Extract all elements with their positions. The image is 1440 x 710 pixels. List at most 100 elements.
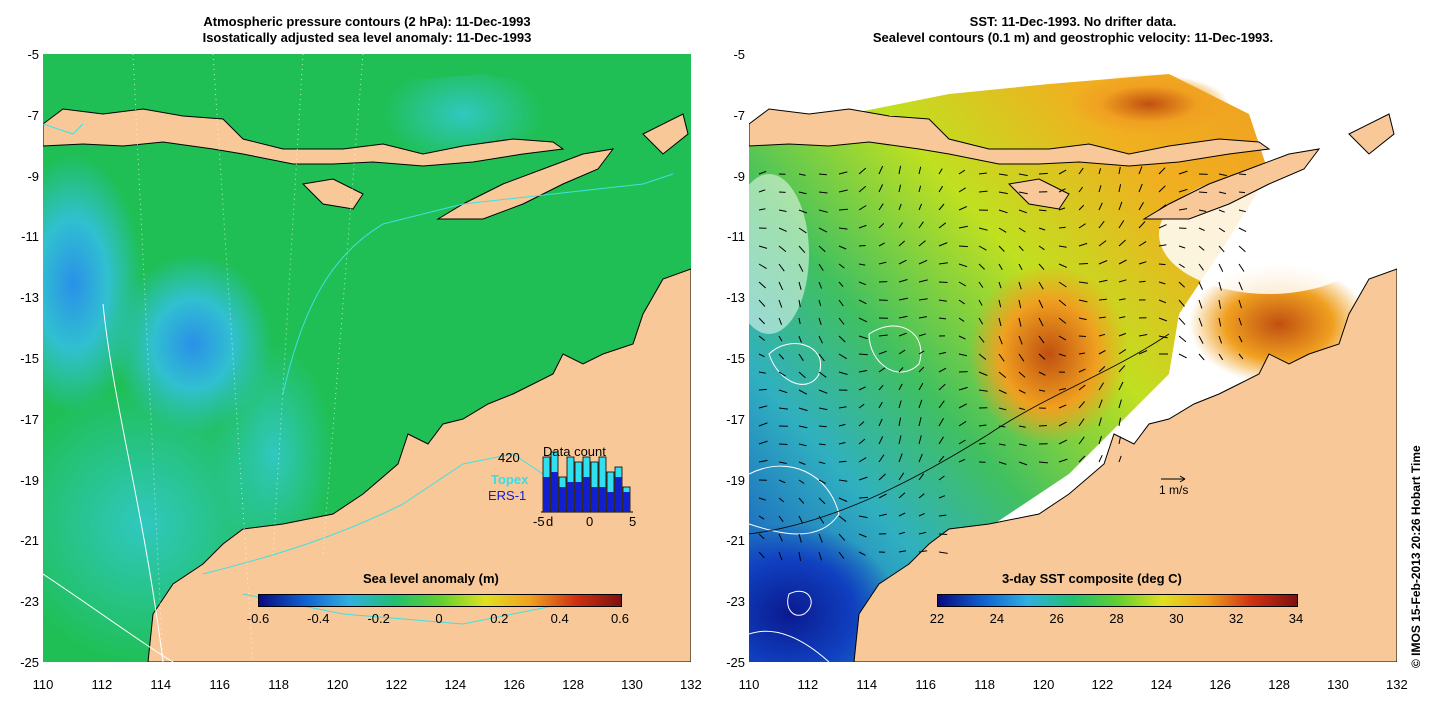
velocity-arrow xyxy=(798,533,802,543)
velocity-arrow xyxy=(1178,245,1186,249)
velocity-arrow xyxy=(758,208,766,211)
velocity-arrow xyxy=(1078,368,1086,373)
velocity-arrow xyxy=(758,189,766,193)
velocity-arrow xyxy=(918,493,925,499)
inset-label-ers: ERS-1 xyxy=(488,488,527,503)
velocity-arrow xyxy=(898,240,906,247)
velocity-arrow xyxy=(1018,263,1023,271)
velocity-arrow xyxy=(918,453,923,463)
velocity-arrow xyxy=(878,261,887,265)
right-xtick-label: 132 xyxy=(1386,677,1408,692)
velocity-arrow xyxy=(998,263,1003,271)
left-ytick-label: -5 xyxy=(27,47,39,62)
right-colorbar-tick: 24 xyxy=(989,611,1005,626)
velocity-arrow xyxy=(1038,245,1045,251)
right-colorbar-tick: 28 xyxy=(1109,611,1124,626)
velocity-arrow xyxy=(1038,227,1046,231)
velocity-arrow xyxy=(918,550,928,553)
ers-bar xyxy=(543,477,550,512)
right-ytick-label: -15 xyxy=(726,351,745,366)
velocity-arrow xyxy=(798,191,807,195)
velocity-arrow xyxy=(758,440,768,445)
velocity-arrow xyxy=(1118,239,1126,247)
velocity-arrow xyxy=(938,383,946,391)
velocity-arrow xyxy=(878,384,884,391)
velocity-arrow xyxy=(878,436,884,445)
velocity-arrow xyxy=(898,259,907,265)
velocity-arrow xyxy=(858,335,868,340)
velocity-arrow xyxy=(918,259,928,265)
left-colorbar-tick: 0 xyxy=(435,611,443,626)
velocity-arrow xyxy=(1098,240,1107,247)
velocity-arrow xyxy=(798,425,808,429)
velocity-arrow xyxy=(998,227,1007,233)
velocity-arrow xyxy=(1178,281,1185,288)
right-colorbar-title: 3-day SST composite (deg C) xyxy=(1002,571,1182,586)
velocity-arrow xyxy=(1218,245,1225,253)
velocity-arrow xyxy=(858,496,869,499)
velocity-arrow xyxy=(938,455,945,463)
right-colorbar-tick: 22 xyxy=(929,611,945,626)
left-xtick-label: 128 xyxy=(562,677,584,692)
left-xtick-label: 122 xyxy=(385,677,408,692)
velocity-arrow xyxy=(1138,280,1146,283)
velocity-arrow xyxy=(978,172,987,175)
velocity-arrow xyxy=(758,551,765,559)
velocity-arrow xyxy=(818,209,828,213)
velocity-arrow xyxy=(838,423,846,427)
velocity-arrow xyxy=(818,263,824,271)
velocity-arrow xyxy=(1078,204,1085,211)
velocity-arrow xyxy=(998,191,1008,195)
velocity-arrow xyxy=(878,223,885,229)
right-xtick-label: 126 xyxy=(1209,677,1232,692)
velocity-arrow xyxy=(1238,317,1242,326)
velocity-arrow xyxy=(858,533,867,538)
velocity-arrow xyxy=(918,279,928,283)
velocity-arrow xyxy=(818,353,825,362)
velocity-arrow xyxy=(998,335,1003,345)
velocity-arrow xyxy=(878,401,883,409)
velocity-arrow xyxy=(1118,184,1122,193)
velocity-arrow xyxy=(998,299,1002,308)
velocity-arrow xyxy=(818,461,826,465)
velocity-arrow xyxy=(1058,281,1067,288)
velocity-arrow xyxy=(818,173,827,176)
velocity-arrow xyxy=(918,473,925,481)
inset-xtick-2: 0 xyxy=(586,514,594,529)
velocity-arrow xyxy=(918,298,928,301)
velocity-arrow xyxy=(898,332,907,337)
velocity-arrow xyxy=(1238,263,1245,272)
velocity-arrow xyxy=(1058,458,1068,463)
velocity-arrow xyxy=(1058,169,1067,175)
velocity-arrow xyxy=(938,299,947,302)
ers-bar xyxy=(583,477,590,512)
velocity-arrow xyxy=(1218,191,1227,195)
velocity-arrow xyxy=(878,367,886,373)
left-xtick-label: 120 xyxy=(326,677,349,692)
velocity-arrow xyxy=(978,281,984,288)
sealevel-contour-4 xyxy=(787,591,812,616)
velocity-arrow xyxy=(778,281,784,291)
velocity-arrow xyxy=(1058,353,1066,357)
velocity-arrow xyxy=(878,493,887,499)
pressure-contour-1 xyxy=(102,303,164,662)
velocity-arrow xyxy=(1158,317,1167,322)
velocity-arrow xyxy=(1098,366,1106,373)
velocity-arrow xyxy=(918,185,922,193)
velocity-arrow xyxy=(918,366,925,373)
velocity-arrow xyxy=(938,475,945,481)
velocity-arrow xyxy=(938,533,948,535)
velocity-arrow xyxy=(1018,299,1022,309)
left-colorbar xyxy=(258,594,622,607)
velocity-arrow xyxy=(998,209,1008,214)
velocity-arrow xyxy=(758,497,766,501)
velocity-arrow xyxy=(758,459,768,463)
velocity-arrow xyxy=(878,513,887,517)
velocity-arrow xyxy=(1098,417,1102,427)
velocity-arrow xyxy=(958,187,966,193)
velocity-arrow xyxy=(1198,245,1205,251)
ers-bar xyxy=(575,482,582,512)
velocity-arrow xyxy=(1078,263,1088,265)
velocity-arrow xyxy=(898,492,906,499)
sealevel-contour-5 xyxy=(749,630,830,662)
